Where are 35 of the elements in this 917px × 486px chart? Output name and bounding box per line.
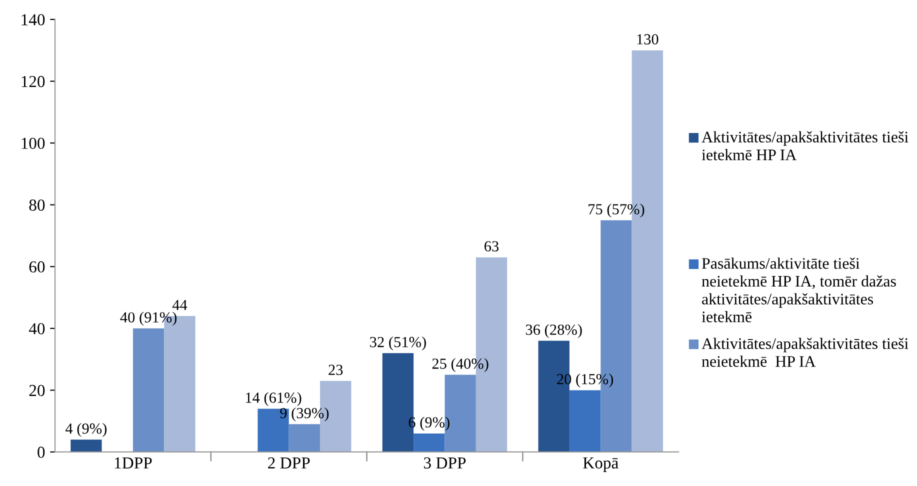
y-tick-label: 20 bbox=[29, 384, 45, 396]
data-label: 63 bbox=[484, 241, 499, 252]
bar bbox=[414, 433, 445, 452]
y-tick-label: 140 bbox=[22, 14, 45, 26]
data-label: 36 (28%) bbox=[526, 324, 582, 338]
legend-label: Pasākums/aktivitāte tieši neietekmē HP IA, tomēr dažas aktivitātes/apakšaktivitātes ietekmē bbox=[702, 258, 896, 322]
bar bbox=[70, 440, 102, 452]
x-tick-label: 3 DPP bbox=[424, 457, 466, 469]
bar bbox=[288, 424, 320, 452]
data-label: 9 (39%) bbox=[280, 408, 329, 422]
data-label: 25 (40%) bbox=[432, 358, 488, 372]
bar bbox=[258, 408, 289, 452]
bar bbox=[538, 340, 570, 452]
data-label: 44 bbox=[172, 300, 188, 310]
x-tick-label: 1DPP bbox=[114, 457, 152, 468]
data-label: 75 (57%) bbox=[588, 204, 644, 218]
data-label: 32 (51%) bbox=[370, 336, 426, 350]
y-tick-label: 0 bbox=[38, 446, 45, 458]
data-label: 4 (9%) bbox=[66, 422, 107, 437]
bar bbox=[382, 353, 414, 452]
data-label: 14 (61%) bbox=[246, 392, 302, 406]
x-tick-label: 2 DPP bbox=[268, 457, 310, 468]
y-tick-label: 120 bbox=[22, 76, 45, 88]
data-label: 130 bbox=[637, 34, 658, 44]
bar bbox=[569, 390, 601, 452]
bar bbox=[132, 328, 164, 452]
data-label: 40 (91%) bbox=[120, 312, 177, 326]
legend-label: Aktivitātes/apakšaktivitātes tieši ietekmē HP IA bbox=[702, 131, 908, 160]
y-tick-label: 100 bbox=[22, 138, 45, 149]
x-tick-label: Kopā bbox=[583, 457, 618, 472]
legend-label: Aktivitātes/apakšaktivitātes tieši neietekmē HP IA bbox=[702, 338, 908, 367]
y-tick-label: 80 bbox=[29, 200, 45, 211]
y-tick-label: 40 bbox=[28, 323, 45, 334]
data-label: 23 bbox=[328, 364, 343, 376]
y-tick-label: 60 bbox=[29, 261, 45, 273]
